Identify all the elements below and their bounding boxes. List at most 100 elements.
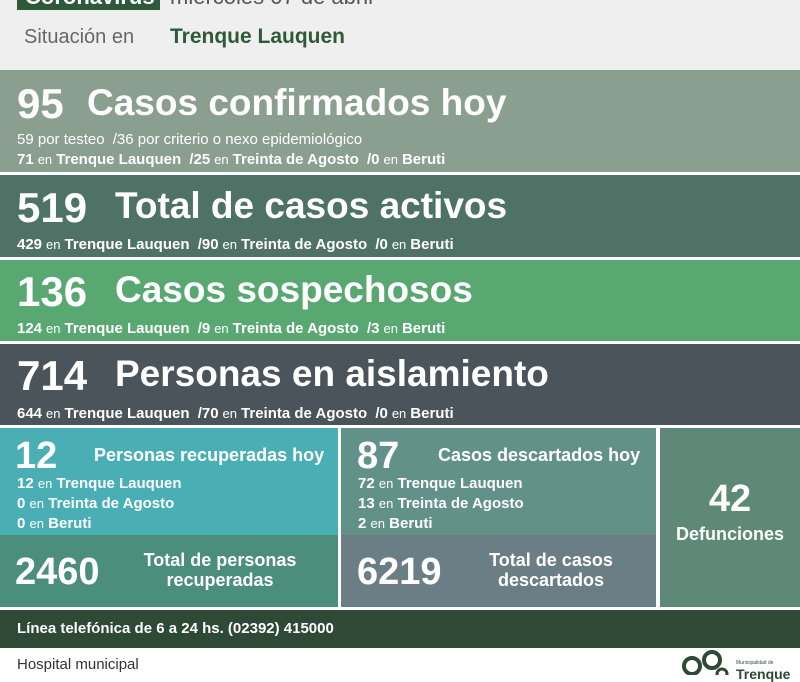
cities: 124 en Trenque Lauquen /9 en Treinta de Agos… [17,320,449,337]
cities: 12 en Trenque Lauquen 0 en Treinta de Ago… [17,474,182,534]
cities: 644 en Trenque Lauquen /70 en Treinta de Ago… [17,405,458,422]
total-label-line: Total de personas [143,550,297,570]
city-value: 429 [17,236,43,253]
city-prep: en [46,321,61,336]
total-label-line: descartados [497,570,605,590]
city-prep: en [37,476,53,491]
situation: Situación en [24,26,135,48]
city-prep: en [391,237,407,252]
discarded-total-block: 6219 Total de casos descartados [341,535,656,607]
recovered-total-block: 2460 Total de personas recuperadas [0,535,338,607]
city-place: Treinta de Agosto [232,320,359,337]
hospital: Hospital municipal [17,656,139,673]
city-place: Trenque Lauquen [56,475,182,492]
city-prep: en [222,406,238,421]
city-line: 72 en Trenque Lauquen [358,474,524,494]
city-value: /90 [197,236,219,253]
phone: Línea telefónica de 6 a 24 hs. (02392) 4… [0,610,800,648]
city-value: 0 [17,515,26,532]
title: Casos sospechosos [115,269,473,310]
city-value: 2 [358,515,367,532]
city-value: /0 [375,405,388,422]
title: Total de casos activos [115,185,508,226]
detail-item: 59 por testeo [17,131,105,148]
total: 6219 [357,551,442,593]
city-place: Treinta de Agosto [241,236,368,253]
city-place: Beruti [48,515,92,532]
city-prep: en [214,152,229,167]
city-prep: en [46,237,61,252]
city-line: 0 en Treinta de Agosto [17,494,182,514]
cities: 72 en Trenque Lauquen 13 en Treinta de Ag… [358,474,524,534]
city-value: /70 [197,405,219,422]
date: miércoles 07 de abril [170,0,373,10]
city-value: 71 [17,151,34,168]
label: Defunciones [675,524,785,544]
number: 12 [15,435,58,477]
logo: Trenque [736,666,791,682]
total-label-line: Total de casos [489,550,613,570]
city-value: 13 [358,495,375,512]
title: Casos descartados hoy [438,445,641,465]
city-place: Trenque Lauquen [397,475,523,492]
number: 519 [17,184,88,231]
tag: Coronavirus [25,0,155,10]
city-place: Beruti [410,236,454,253]
tag-box [17,0,160,10]
city-place: Beruti [389,515,433,532]
city-place: Treinta de Agosto [48,495,175,512]
city-place: Beruti [410,405,454,422]
total-label: Total de personas recuperadas [130,550,310,590]
city-line: 13 en Treinta de Agosto [358,494,524,514]
city-value: 12 [17,475,34,492]
city-prep: en [383,321,398,336]
header [0,0,800,70]
city-value: 72 [358,475,375,492]
city-line: 2 en Beruti [358,514,524,534]
title: Casos confirmados hoy [87,82,507,123]
city-place: Trenque Lauquen [64,320,190,337]
suspected-block: 136 Casos sospechosos 124 en Trenque Lauqu… [0,260,800,341]
city-prep: en [370,516,385,531]
city-place: Treinta de Agosto [397,495,524,512]
total-label: Total de casos descartados [466,550,636,590]
city-place: Treinta de Agosto [241,405,368,422]
city-value: 0 [17,495,26,512]
recovered-block: 12 Personas recuperadas hoy 12 en Trenqu… [0,428,338,535]
city-place: Beruti [401,151,446,168]
city-prep: en [378,496,394,511]
city-value: /25 [189,151,211,168]
city-prep: en [29,516,44,531]
city-prep: en [378,476,394,491]
city-place: Trenque Lauquen [56,151,182,168]
city-value: /0 [375,236,388,253]
title: Personas en aislamiento [115,353,549,394]
logo-small: Municipalidad de [736,660,774,666]
city-place: Beruti [401,320,446,337]
city-place: Treinta de Agosto [232,151,359,168]
title: Personas recuperadas hoy [94,445,325,465]
city-value: 124 [17,320,43,337]
total-label-line: recuperadas [166,570,274,590]
city: Trenque Lauquen [170,25,346,48]
city-line: 12 en Trenque Lauquen [17,474,182,494]
city-line: 0 en Beruti [17,514,182,534]
city-place: Trenque Lauquen [64,236,190,253]
city-value: /3 [366,320,380,337]
city-place: Trenque Lauquen [64,405,190,422]
cities: 71 en Trenque Lauquen /25 en Treinta de Agos… [17,151,449,168]
city-value: /0 [366,151,380,168]
city-prep: en [37,152,53,167]
city-prep: en [214,321,229,336]
number: 42 [708,478,752,520]
total: 2460 [15,551,100,593]
number: 714 [17,352,88,399]
number: 87 [357,435,400,477]
detail: 59 por testeo /36 por criterio o nexo ep… [17,131,366,148]
city-value: /9 [197,320,211,337]
city-prep: en [391,406,407,421]
discarded-block: 87 Casos descartados hoy 72 en Trenque L… [341,428,656,535]
city-prep: en [222,237,238,252]
confirmed-block: 95 Casos confirmados hoy 59 por testeo /… [0,70,800,172]
deaths-block: 42 Defunciones [660,428,800,607]
